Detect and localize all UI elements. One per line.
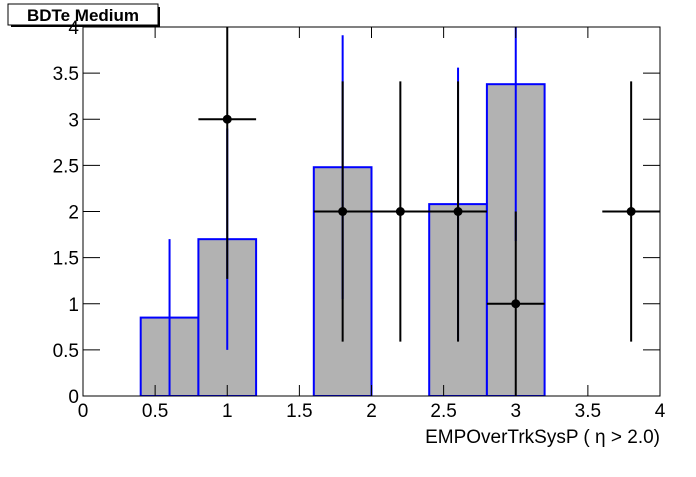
y-tick-label: 4 (68, 18, 79, 39)
data-point (626, 207, 636, 216)
y-tick-label: 3.5 (53, 64, 79, 85)
x-tick-label: 2 (366, 401, 377, 422)
data-point (453, 207, 463, 216)
x-tick-label: 2.5 (430, 401, 456, 422)
y-tick-label: 2 (68, 203, 79, 224)
plot-area (139, 27, 660, 396)
y-tick-label: 0.5 (53, 341, 79, 362)
x-tick-label: 4 (655, 401, 666, 422)
x-tick-label: 0 (78, 401, 89, 422)
x-axis-label: EMPOverTrkSysP ( η > 2.0) (425, 427, 660, 448)
chart-title: BDTe Medium (27, 6, 139, 25)
x-tick-label: 1.5 (286, 401, 312, 422)
y-tick-label: 1.5 (53, 249, 79, 270)
x-tick-label: 3.5 (575, 401, 601, 422)
x-tick-label: 1 (222, 401, 233, 422)
data-point (222, 114, 232, 124)
data-point (338, 207, 348, 216)
y-tick-label: 1 (68, 295, 79, 316)
data-point (395, 207, 405, 216)
title-box (7, 3, 159, 26)
data-point (511, 299, 521, 309)
y-tick-label: 2.5 (53, 156, 79, 177)
x-tick-label: 0.5 (142, 401, 168, 422)
y-tick-label: 3 (68, 110, 79, 131)
x-tick-label: 3 (510, 401, 521, 422)
y-tick-label: 0 (68, 387, 79, 408)
